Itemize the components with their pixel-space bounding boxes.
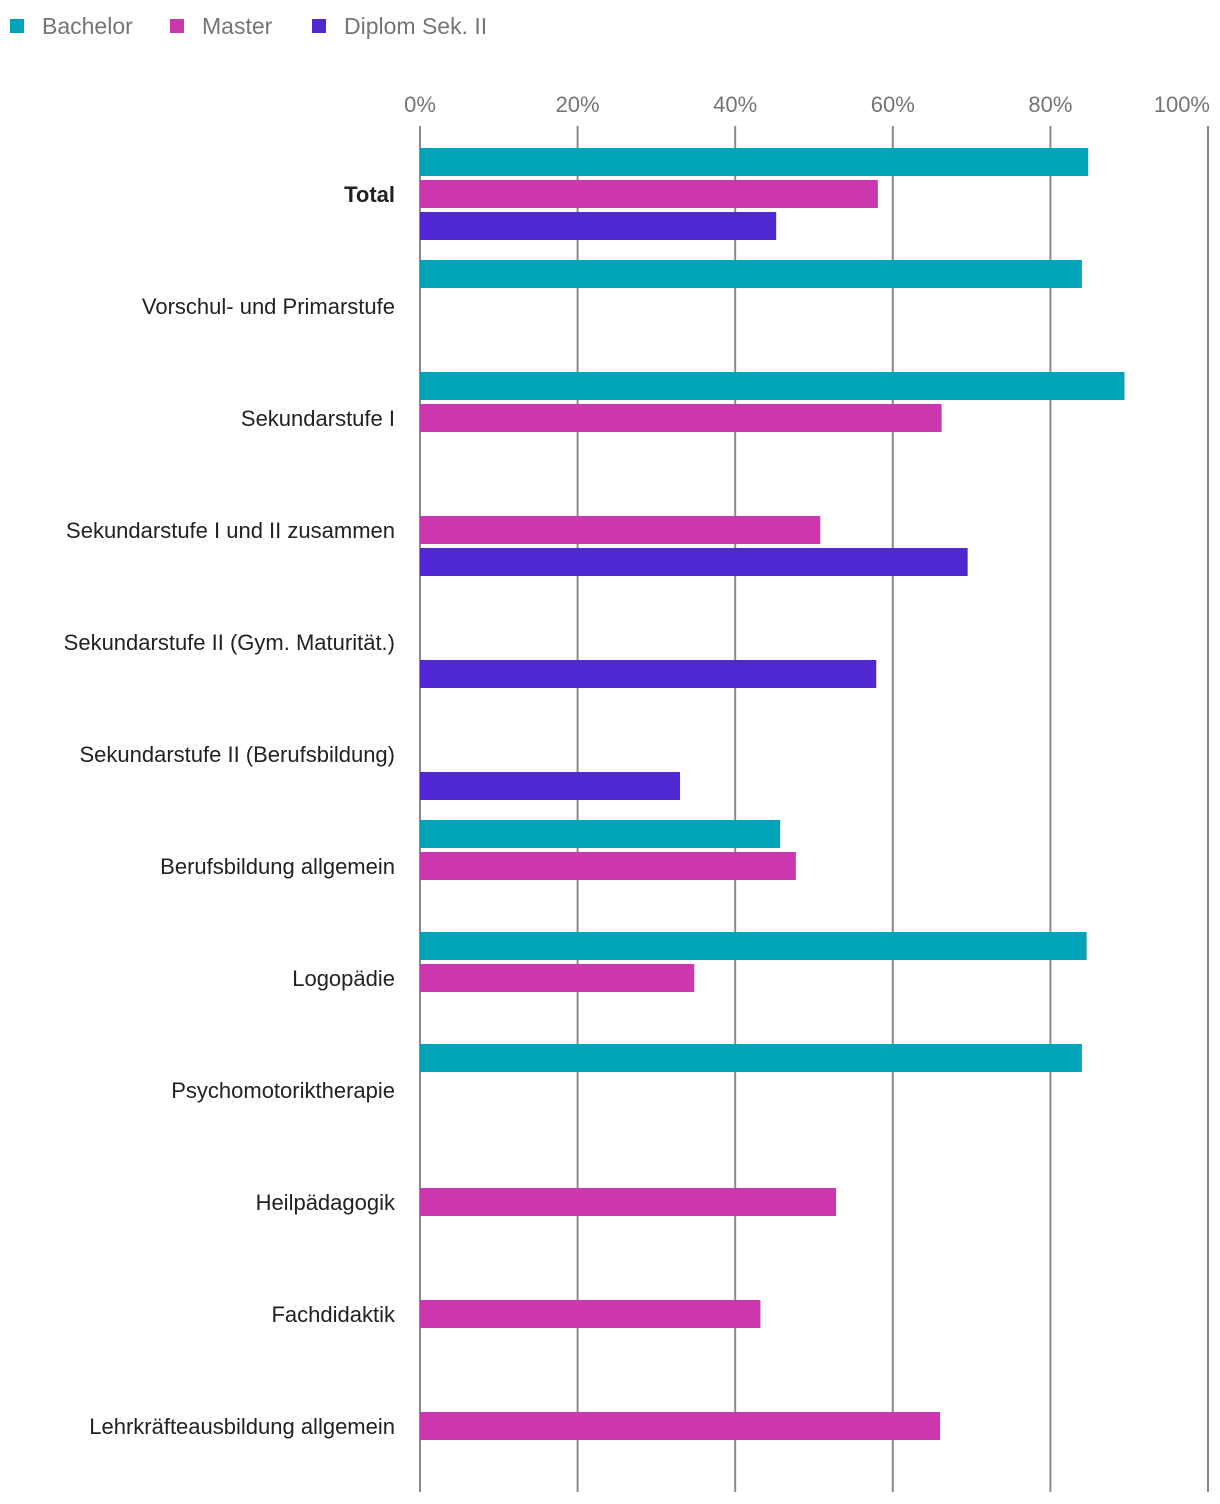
bar-master-11: [420, 1412, 941, 1440]
category-label: Berufsbildung allgemein: [160, 854, 395, 879]
category-label: Heilpädagogik: [256, 1190, 396, 1215]
legend-label: Bachelor: [42, 13, 133, 39]
x-tick-label: 0%: [404, 92, 436, 117]
bar-diplom-sek-ii-3: [420, 548, 968, 576]
bars: [420, 148, 1125, 1440]
bar-bachelor-0: [420, 148, 1089, 176]
bar-master-7: [420, 964, 695, 992]
bar-diplom-sek-ii-4: [420, 660, 877, 688]
legend-label: Master: [202, 13, 273, 39]
category-label: Sekundarstufe II (Berufsbildung): [79, 742, 395, 767]
legend-swatch-1: [170, 19, 184, 33]
category-label: Sekundarstufe I und II zusammen: [66, 518, 395, 543]
bar-bachelor-1: [420, 260, 1082, 288]
category-label: Psychomotoriktherapie: [171, 1078, 395, 1103]
category-label: Vorschul- und Primarstufe: [142, 294, 395, 319]
bar-master-6: [420, 852, 796, 880]
bar-master-10: [420, 1300, 761, 1328]
legend-swatch-0: [10, 19, 24, 33]
bar-bachelor-2: [420, 372, 1125, 400]
category-label: Sekundarstufe II (Gym. Maturität.): [64, 630, 395, 655]
legend-label: Diplom Sek. II: [344, 13, 487, 39]
bar-bachelor-6: [420, 820, 781, 848]
category-label: Fachdidaktik: [271, 1302, 396, 1327]
x-tick-label: 60%: [871, 92, 915, 117]
category-label: Total: [344, 182, 395, 207]
bar-bachelor-7: [420, 932, 1087, 960]
legend-swatch-2: [312, 19, 326, 33]
x-tick-label: 40%: [713, 92, 757, 117]
category-label: Lehrkräfteausbildung allgemein: [89, 1414, 395, 1439]
category-label: Logopädie: [292, 966, 395, 991]
bar-master-9: [420, 1188, 837, 1216]
x-axis-ticks: 0% 20% 40% 60% 80% 100%: [404, 92, 1210, 117]
legend: Bachelor Master Diplom Sek. II: [10, 13, 487, 39]
bar-diplom-sek-ii-5: [420, 772, 681, 800]
x-tick-label: 20%: [556, 92, 600, 117]
category-label: Sekundarstufe I: [241, 406, 395, 431]
x-tick-label: 100%: [1154, 92, 1210, 117]
category-labels: Total Vorschul- und Primarstufe Sekundarst…: [64, 182, 396, 1439]
bar-bachelor-8: [420, 1044, 1082, 1072]
gridlines: [419, 126, 1209, 1492]
bar-master-2: [420, 404, 942, 432]
bar-master-0: [420, 180, 878, 208]
bar-diplom-sek-ii-0: [420, 212, 777, 240]
x-tick-label: 80%: [1028, 92, 1072, 117]
bar-master-3: [420, 516, 821, 544]
